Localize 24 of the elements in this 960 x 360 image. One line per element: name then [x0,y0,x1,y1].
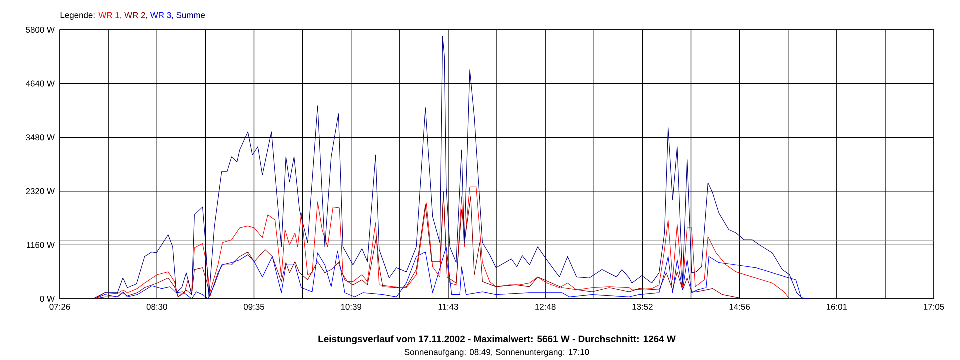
x-tick-label: 12:48 [536,304,556,310]
y-tick-label: 2320 W [26,188,55,194]
legend-title: Legende: [60,12,95,20]
text: Summe [176,12,206,18]
y-tick-label: 5800 W [26,27,55,33]
x-tick-label: 17:05 [924,304,944,310]
x-tick-label: 09:35 [244,304,264,310]
y-tick-label: 3480 W [26,134,55,141]
y-tick-label: 0 W [40,296,55,302]
x-tick-label: 07:26 [50,304,70,310]
text: WR 3, [150,12,174,20]
y-tick-label: 4640 W [26,80,55,87]
text: WR 2, [124,12,148,20]
x-tick-label: 14:56 [730,304,750,310]
x-tick-label: 11:43 [438,304,458,310]
text: Leistungsverlauf vom 17.11.2002 - Maximalwert: 5661 W - Durchschnitt: 1264 W [318,336,676,344]
x-tick-label: 13:52 [632,304,653,310]
line-series [92,36,810,299]
x-tick-label: 10:39 [341,304,362,310]
text: WR 1, [98,12,122,20]
x-tick-label: 16:01 [826,304,848,310]
text: Sonnenaufgang: 08:49, Sonnenuntergang: 17:10 [404,349,590,357]
x-tick-label: 08:30 [146,304,168,310]
y-tick-label: 1160 W [27,242,55,248]
